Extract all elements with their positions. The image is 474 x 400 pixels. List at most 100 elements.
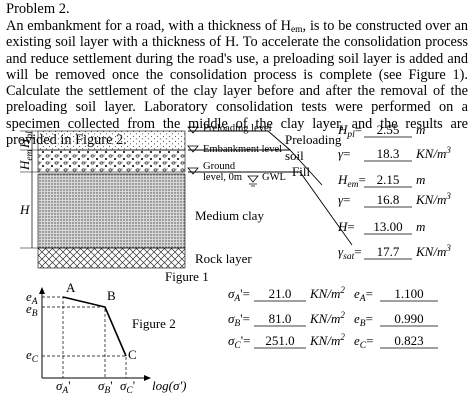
label: Figure 1	[165, 269, 209, 284]
label: level, 0m	[203, 172, 242, 183]
unit: m	[416, 172, 425, 187]
subscript: em	[347, 180, 358, 190]
symbol: H=	[337, 219, 355, 234]
sym: e	[26, 347, 32, 362]
symbol: eC=	[354, 333, 373, 351]
label: Ground	[203, 161, 236, 172]
unit: KN/m2	[309, 285, 345, 301]
label: Preloading	[285, 132, 342, 147]
sym: σ	[98, 378, 105, 393]
text: , is to be constructed over an existing …	[6, 18, 469, 149]
label: Embankment level	[203, 144, 282, 155]
symbol: Hpl=	[337, 122, 362, 140]
eq: '=	[241, 333, 251, 348]
label: Preloading level	[203, 123, 272, 134]
symbol: eC	[26, 347, 39, 365]
label: 81.0	[269, 311, 292, 326]
problem-text: An embankment for a road, with a thickne…	[6, 18, 468, 148]
unit: m	[416, 219, 425, 234]
eq: =	[358, 172, 365, 187]
unit-text: m	[416, 122, 425, 137]
label: A	[66, 280, 76, 295]
label: GWL	[262, 172, 286, 183]
prime: '	[133, 378, 135, 393]
sym: H	[337, 122, 348, 137]
subscript: C	[32, 355, 39, 365]
subscript: em	[25, 149, 35, 160]
symbol: H	[19, 202, 30, 217]
unit: KN/m2	[309, 332, 345, 348]
eq: =	[343, 192, 350, 207]
symbol: σC'=	[228, 333, 250, 351]
label: 0.990	[394, 311, 423, 326]
unit-text: KN/m	[415, 146, 446, 161]
symbol: σB'=	[228, 311, 250, 329]
unit-text: m	[416, 219, 425, 234]
eq: =	[347, 219, 354, 234]
subscript: C	[126, 386, 133, 396]
symbol: γ=	[338, 192, 350, 207]
symbol: γsat=	[338, 244, 362, 262]
prime: '	[68, 378, 70, 393]
label: Medium clay	[195, 208, 264, 223]
problem-title: Problem 2.	[6, 1, 70, 17]
symbol: σC'	[120, 378, 135, 396]
subscript: C	[234, 341, 241, 351]
subscript: B	[360, 319, 366, 329]
unit: KN/m3	[415, 145, 451, 161]
soil-profile	[20, 126, 353, 269]
eq: =	[354, 244, 361, 259]
symbol: eB=	[354, 311, 373, 329]
subscript: B	[234, 319, 240, 329]
label: 21.0	[269, 286, 292, 301]
symbol: eA	[26, 289, 38, 307]
symbol: Hem	[17, 149, 35, 171]
sym: σ	[56, 378, 63, 393]
unit-text: KN/m	[309, 311, 340, 326]
symbol: eB	[26, 301, 38, 319]
sym: σ	[228, 333, 235, 348]
sym: H	[19, 202, 30, 217]
unit-text: KN/m	[309, 333, 340, 348]
superscript: 3	[445, 191, 451, 201]
label: 13.00	[373, 219, 402, 234]
subscript: A	[31, 297, 38, 307]
eq: =	[366, 311, 373, 326]
superscript: 2	[340, 285, 345, 295]
subscript: pl	[25, 131, 35, 140]
eq: =	[343, 146, 350, 161]
e-log-p-graph	[39, 287, 151, 381]
unit-text: m	[416, 172, 425, 187]
subscript: B	[32, 309, 38, 319]
sym: H	[337, 219, 348, 234]
unit: KN/m3	[415, 243, 451, 259]
sym: γ	[338, 244, 344, 259]
eq: =	[355, 122, 362, 137]
symbol: Hem=	[337, 172, 366, 190]
label: Figure 2	[132, 316, 176, 331]
subscript: A	[359, 294, 366, 304]
sym: H	[337, 172, 348, 187]
subscript: sat	[343, 252, 354, 262]
label: 0.823	[394, 333, 423, 348]
sym: e	[354, 311, 360, 326]
label: Rock layer	[195, 251, 252, 266]
label: 18.3	[377, 146, 400, 161]
eq: =	[366, 286, 373, 301]
sym: γ	[338, 146, 344, 161]
label: 2.55	[377, 122, 400, 137]
sym: H	[17, 138, 32, 149]
label: log(σ')	[152, 378, 186, 393]
eq: =	[366, 333, 373, 348]
symbol: σA'	[56, 378, 71, 396]
symbol: σB'	[98, 378, 113, 396]
label: 1.100	[394, 286, 423, 301]
prime: '	[110, 378, 112, 393]
symbol: σA'=	[228, 286, 250, 304]
symbol: eA=	[354, 286, 373, 304]
subscript: A	[61, 386, 68, 396]
superscript: 3	[445, 145, 451, 155]
subscript: pl	[346, 130, 355, 140]
